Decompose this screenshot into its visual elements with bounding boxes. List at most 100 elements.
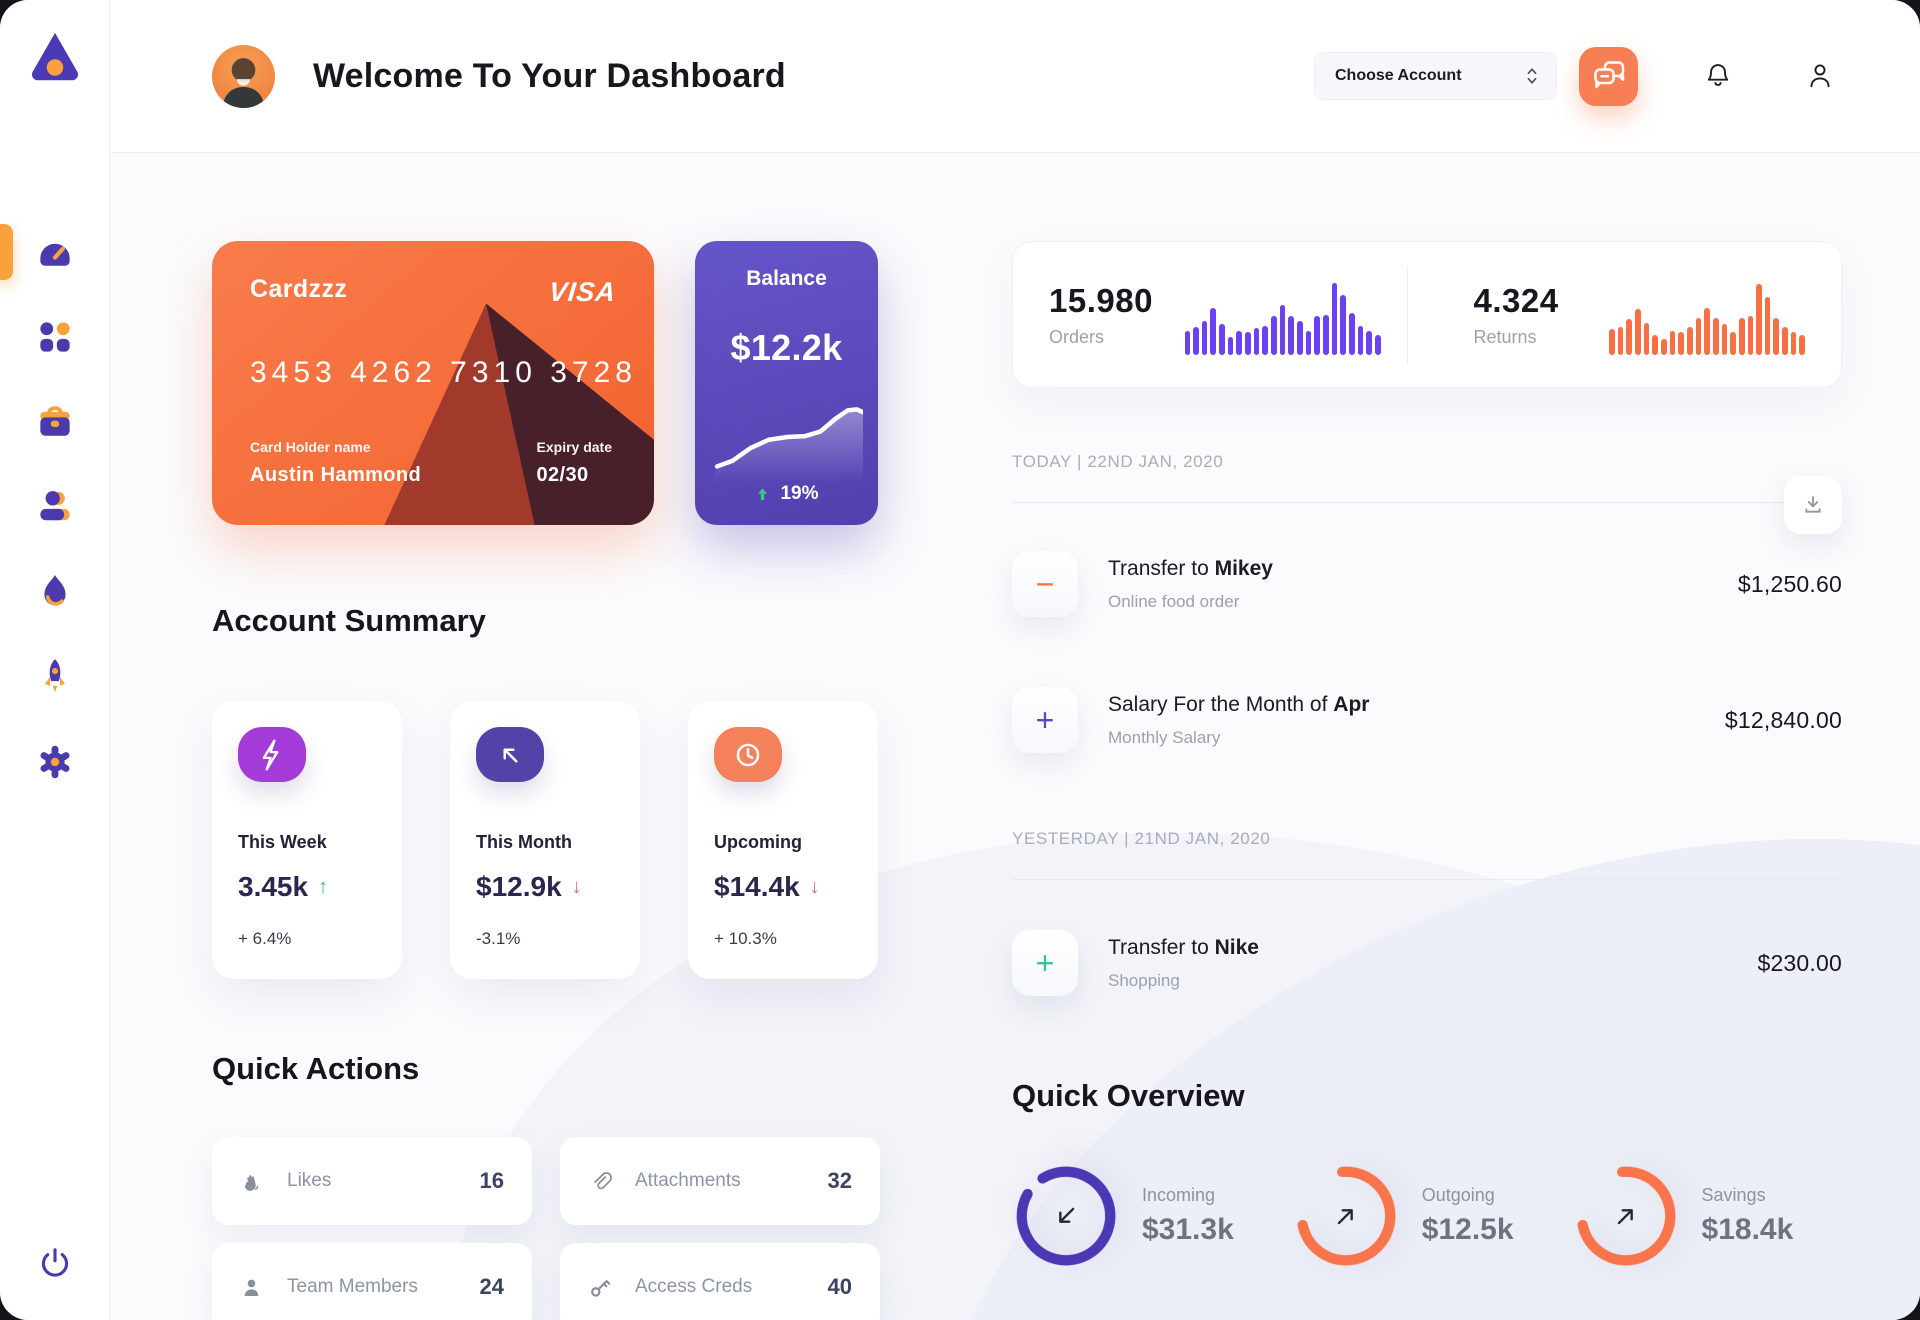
dashboard-gauge-icon (39, 243, 70, 266)
summary-label: This Week (238, 832, 327, 852)
briefcase-icon (39, 406, 70, 436)
action-count: 16 (479, 1168, 504, 1193)
arrow-up-right-icon (1572, 1162, 1680, 1270)
card-name: Cardzzz (250, 275, 348, 303)
trend-down-icon: ↓ (571, 875, 582, 898)
page-title: Welcome To Your Dashboard (313, 56, 786, 95)
bell-icon (1707, 64, 1729, 86)
transaction-amount: $12,840.00 (1724, 706, 1842, 733)
action-label: Team Members (287, 1276, 418, 1297)
cards-row: Cardzzz VISA 3453 4262 7310 3728 Card Ho… (212, 241, 878, 525)
summary-card-upcoming: Upcoming $14.4k ↓ + 10.3% (688, 701, 878, 979)
header: Welcome To Your Dashboard Choose Account (110, 0, 1920, 153)
transaction-amount: $1,250.60 (1737, 570, 1842, 597)
arrow-up-left-icon (476, 727, 544, 782)
action-count: 24 (479, 1274, 504, 1299)
choose-account-select[interactable]: Choose Account (1314, 52, 1557, 100)
transaction-row[interactable]: − Transfer to Mikey Online food order $1… (1012, 551, 1842, 617)
summary-delta: -3.1% (476, 929, 521, 948)
up-arrow-icon (758, 487, 768, 500)
paperclip-icon (594, 1171, 612, 1189)
brand-logo (25, 26, 85, 86)
orders-label: Orders (1049, 326, 1105, 347)
avatar[interactable] (212, 44, 275, 108)
quick-overview-title: Quick Overview (1012, 1078, 1245, 1113)
transaction-title: Salary For the Month of Apr (1108, 692, 1370, 716)
overview-outgoing: Outgoing $12.5k (1292, 1162, 1514, 1270)
action-count: 32 (827, 1168, 852, 1193)
notifications-button[interactable] (1696, 54, 1740, 98)
balance-value: $12.2k (730, 327, 843, 368)
quick-actions-title: Quick Actions (212, 1051, 420, 1086)
orders-bar-chart (1184, 275, 1381, 355)
contacts-icon (39, 491, 70, 521)
transaction-row[interactable]: + Transfer to Nike Shopping $230.00 (1012, 930, 1842, 996)
trend-down-icon: ↓ (809, 875, 820, 898)
profile-button[interactable] (1798, 54, 1842, 98)
balance-card: Balance $12.2k 19% (695, 241, 878, 525)
right-column: 15.980 Orders 4.324 Returns (1012, 241, 1842, 1320)
transaction-subtitle: Shopping (1108, 970, 1180, 990)
overview-savings: Savings $18.4k (1572, 1162, 1793, 1270)
divider (1406, 265, 1408, 364)
overview-incoming: Incoming $31.3k (1012, 1162, 1234, 1270)
sidebar (0, 0, 110, 1320)
transaction-subtitle: Monthly Salary (1108, 727, 1221, 747)
sidebar-item-work[interactable] (31, 398, 79, 446)
overview-value: $31.3k (1142, 1213, 1234, 1246)
chat-icon (1593, 61, 1624, 89)
summary-label: This Month (476, 832, 572, 852)
left-column: Cardzzz VISA 3453 4262 7310 3728 Card Ho… (212, 241, 880, 1320)
card-holder-name: Austin Hammond (250, 464, 422, 486)
content: Cardzzz VISA 3453 4262 7310 3728 Card Ho… (110, 153, 1920, 1320)
card-number: 3453 4262 7310 3728 (250, 356, 637, 389)
overview-label: Incoming (1142, 1185, 1216, 1205)
action-label: Attachments (635, 1170, 741, 1191)
bolt-icon (238, 727, 306, 782)
logout-power-button[interactable] (33, 1242, 77, 1286)
choose-account-label: Choose Account (1335, 67, 1462, 84)
credit-card: Cardzzz VISA 3453 4262 7310 3728 Card Ho… (212, 241, 654, 525)
messages-button[interactable] (1579, 46, 1638, 106)
settings-gear-icon (39, 745, 70, 779)
action-access-creds[interactable]: Access Creds 40 (560, 1243, 880, 1320)
sidebar-item-settings[interactable] (31, 738, 79, 786)
account-summary-title: Account Summary (212, 603, 486, 638)
sidebar-item-dashboard[interactable] (0, 224, 79, 280)
sidebar-nav (0, 224, 79, 786)
sidebar-item-launch[interactable] (31, 653, 79, 701)
overview-value: $12.5k (1421, 1213, 1514, 1246)
returns-label: Returns (1473, 326, 1537, 347)
returns-stat: 4.324 Returns (1434, 275, 1806, 355)
action-likes[interactable]: Likes 16 (212, 1137, 532, 1225)
transaction-row[interactable]: + Salary For the Month of Apr Monthly Sa… (1012, 687, 1842, 753)
user-icon (1810, 64, 1830, 88)
transaction-subtitle: Online food order (1108, 591, 1240, 611)
summary-value: $14.4k (714, 871, 800, 902)
card-holder-label: Card Holder name (250, 439, 371, 455)
visa-logo: VISA (547, 277, 618, 307)
action-team-members[interactable]: Team Members 24 (212, 1243, 532, 1320)
summary-value: 3.45k (238, 871, 309, 902)
header-actions: Choose Account (1314, 46, 1842, 106)
download-button[interactable] (1784, 476, 1842, 534)
transaction-amount: $230.00 (1757, 949, 1842, 976)
transaction-title: Transfer to Nike (1108, 935, 1259, 959)
summary-delta: + 10.3% (714, 929, 777, 948)
apps-grid-icon (39, 322, 70, 352)
key-icon (591, 1279, 611, 1297)
orders-value: 15.980 (1049, 281, 1153, 319)
main-area: Welcome To Your Dashboard Choose Account (110, 0, 1920, 1320)
sidebar-item-contacts[interactable] (31, 483, 79, 531)
sidebar-item-apps[interactable] (31, 313, 79, 361)
summary-card-this-week: This Week 3.45k ↑ + 6.4% (212, 701, 402, 979)
summary-card-this-month: This Month $12.9k ↓ -3.1% (450, 701, 640, 979)
expiry-value: 02/30 (536, 464, 589, 486)
returns-bar-chart (1609, 275, 1806, 355)
transaction-title: Transfer to Mikey (1108, 556, 1273, 580)
action-attachments[interactable]: Attachments 32 (560, 1137, 880, 1225)
orders-stat: 15.980 Orders (1049, 275, 1381, 355)
sidebar-item-trending[interactable] (31, 568, 79, 616)
balance-label: Balance (746, 267, 827, 290)
